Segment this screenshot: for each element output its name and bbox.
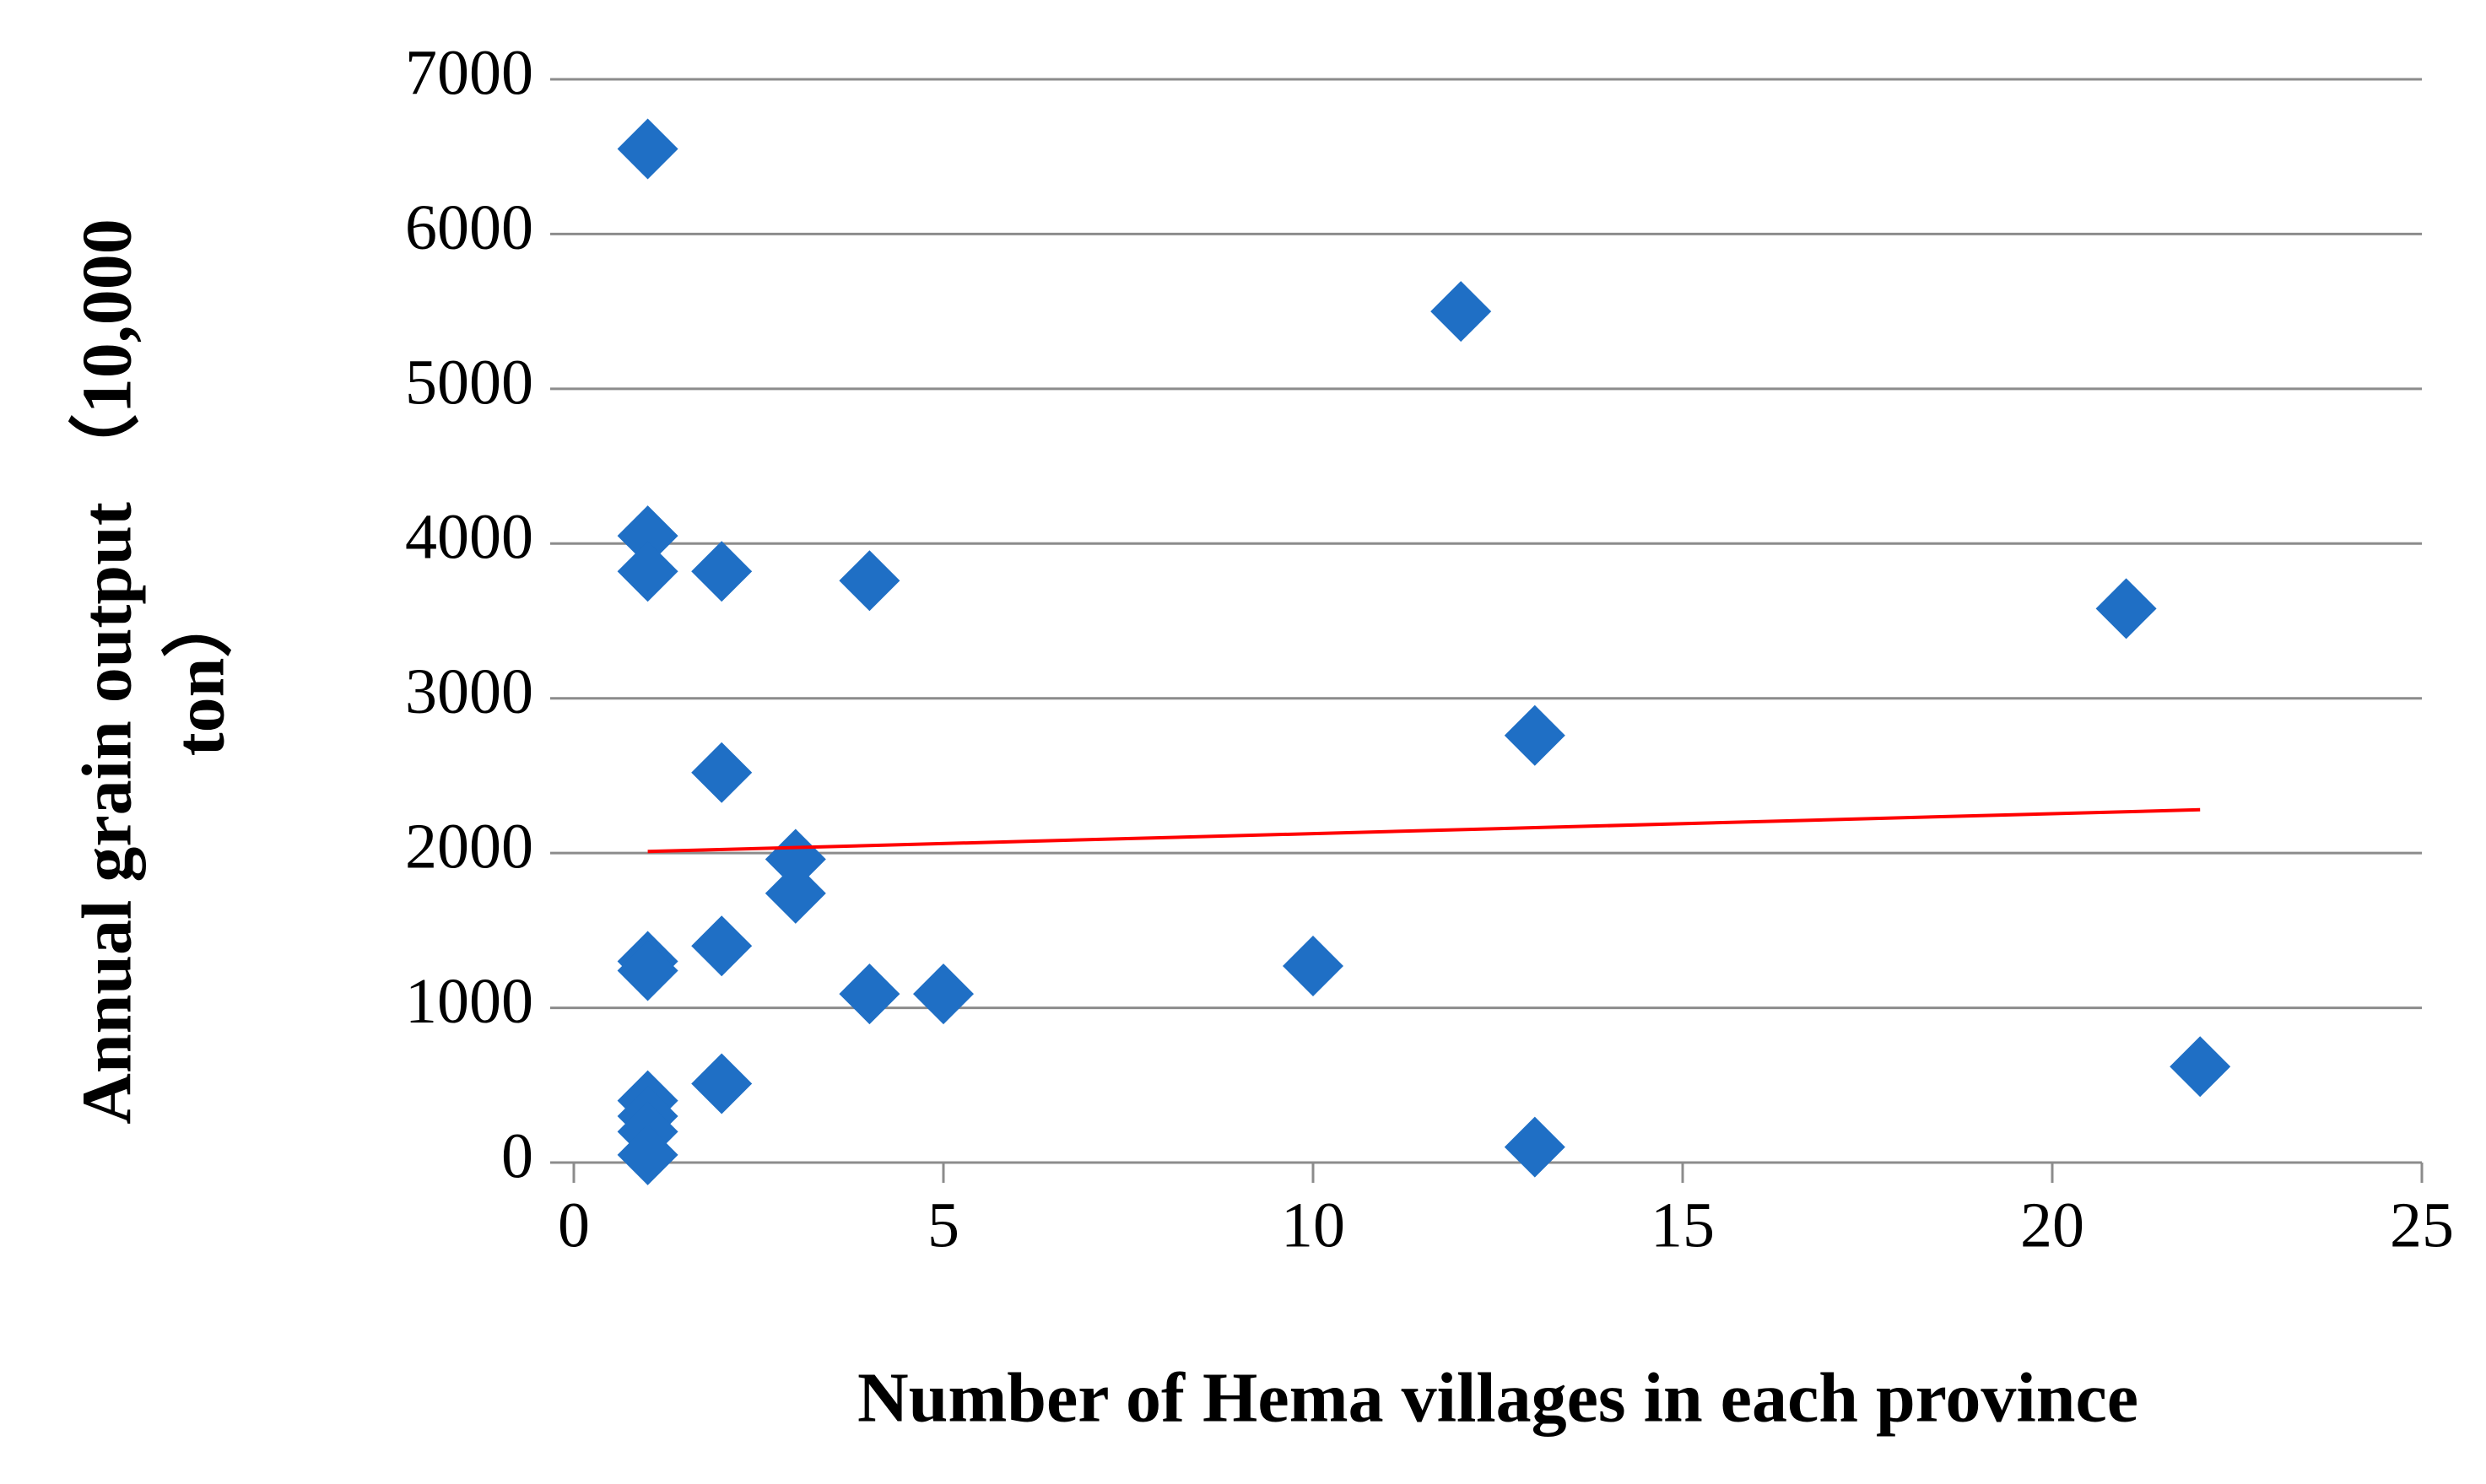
x-tick-label: 10 (1281, 1190, 1345, 1260)
trend-line (647, 807, 2201, 854)
y-tick-label: 2000 (405, 812, 533, 882)
data-point (839, 963, 900, 1025)
data-point (1430, 281, 1492, 343)
data-point (2170, 1036, 2231, 1098)
data-point (617, 505, 678, 567)
y-axis-label: Annual grain output （10,000 ton） (68, 219, 239, 1125)
y-tick-label: 3000 (405, 656, 533, 727)
y-axis-label-line: ton） (160, 587, 239, 757)
y-tick-label: 7000 (405, 37, 533, 108)
x-tick-label: 0 (558, 1190, 590, 1260)
data-point (913, 963, 974, 1025)
data-point (617, 541, 678, 602)
x-tick-label: 5 (927, 1190, 959, 1260)
data-point (1283, 936, 1343, 997)
x-tick-label: 15 (1651, 1190, 1715, 1260)
data-point (691, 541, 753, 602)
y-tick-label: 4000 (405, 502, 533, 573)
x-axis-label: Number of Hema villages in each province (857, 1358, 2138, 1437)
data-point (765, 862, 826, 924)
y-tick-label: 1000 (405, 966, 533, 1037)
data-point (617, 118, 678, 180)
x-tick-label: 20 (2020, 1190, 2084, 1260)
data-point (617, 1124, 678, 1185)
y-tick-label: 5000 (405, 347, 533, 418)
data-point (765, 828, 826, 890)
y-tick-label: 0 (501, 1120, 533, 1191)
x-tick-label: 25 (2390, 1190, 2454, 1260)
data-point (1504, 704, 1565, 766)
data-point (839, 550, 900, 612)
y-axis-label-line: Annual grain output （10,000 (68, 219, 146, 1125)
data-point (691, 742, 753, 803)
data-point (1504, 1116, 1565, 1178)
data-point (2095, 578, 2157, 639)
data-point (617, 940, 678, 1001)
data-point (691, 1053, 753, 1114)
y-tick-label: 6000 (405, 192, 533, 263)
data-point (691, 915, 753, 977)
